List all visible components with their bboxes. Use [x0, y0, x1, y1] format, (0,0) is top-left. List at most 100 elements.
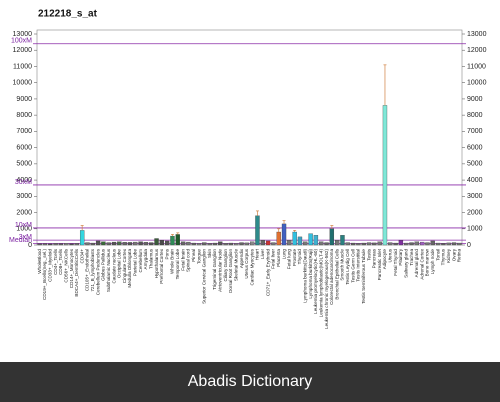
- x-tick-label: Pancreas: [372, 248, 377, 268]
- footer: Abadis Dictionary: [188, 373, 313, 390]
- x-tick-label: Cerebellum Peduncles: [95, 248, 100, 295]
- bar: [138, 241, 143, 246]
- x-tick-label: Tonsil: [435, 249, 440, 261]
- x-tick-label: Testis Seminiferous Tubule: [361, 249, 366, 304]
- y2-tick-label: 12000: [467, 47, 487, 54]
- bar: [319, 241, 324, 246]
- y-tick-label: 10000: [13, 80, 33, 87]
- x-tick-label: CD8+_Tcells: [58, 248, 63, 275]
- bar: [170, 235, 175, 246]
- x-tick-label: Prefrontal Cortex: [159, 248, 164, 283]
- y-tick-label: 11000: [13, 63, 32, 70]
- x-tick-label: Thalamus: [148, 248, 153, 269]
- bar: [345, 242, 350, 246]
- y2-tick-label: 8000: [467, 112, 483, 119]
- x-tick-label: Caudate nucleus: [111, 248, 116, 283]
- bar: [127, 242, 133, 246]
- x-tick-label: Medulla Oblongata: [127, 249, 132, 288]
- bar: [79, 230, 85, 246]
- bar: [149, 242, 154, 246]
- bar: [180, 241, 186, 246]
- x-tick-label: Liver: [260, 249, 265, 259]
- footer-bar: [0, 362, 500, 402]
- bar: [111, 241, 117, 246]
- y2-tick-label: 5000: [467, 161, 483, 168]
- bar: [419, 241, 425, 246]
- x-tick-label: Testis Leydig Cell: [345, 249, 350, 285]
- y-tick-label: 6000: [16, 144, 32, 151]
- reference-label: 3xM: [19, 234, 32, 241]
- bar: [234, 243, 239, 246]
- y2-tick-label: 10000: [467, 80, 487, 87]
- bar: [244, 242, 250, 246]
- reference-label: Median: [9, 237, 32, 244]
- x-tick-label: Retina: [457, 249, 462, 263]
- y2-tick-label: 4000: [467, 177, 483, 184]
- x-tick-label: Smooth Muscle: [340, 249, 345, 281]
- x-tick-label: Uterus: [388, 248, 393, 262]
- x-tick-label: Thymus: [441, 248, 446, 265]
- x-tick-label: Fetal Thyroid: [393, 249, 398, 276]
- bar: [106, 242, 111, 246]
- bar: [350, 242, 356, 246]
- bar: [377, 241, 382, 246]
- y2-tick-label: 1000: [467, 226, 483, 233]
- bar: [85, 242, 90, 246]
- x-tick-label: Pineal: [191, 249, 196, 262]
- x-tick-label: Pons: [164, 248, 169, 259]
- bar: [334, 239, 340, 246]
- x-tick-label: CD71+_Early Erythroid: [265, 249, 270, 297]
- x-tick-label: CD56+_NKCells: [63, 248, 68, 282]
- bar: [90, 242, 95, 246]
- y2-tick-label: 2000: [467, 209, 483, 216]
- x-tick-label: Globus Pallidus: [101, 248, 106, 281]
- x-tick-label: Adipocyte: [382, 249, 387, 270]
- x-tick-label: CD34+: [79, 249, 84, 264]
- bar: [143, 242, 149, 246]
- x-tick-label: Atrioventricular Node: [218, 249, 223, 292]
- x-tick-label: Skin: [207, 249, 212, 258]
- bar: [430, 240, 435, 246]
- bar: [239, 242, 244, 246]
- x-tick-label: Leukemia promyelocytic(HL-60): [313, 249, 318, 314]
- x-tick-label: Cingulate Cortex: [122, 248, 127, 283]
- bar: [441, 243, 446, 246]
- y2-tick-label: 13000: [467, 31, 487, 38]
- bar: [292, 231, 297, 246]
- bar: [223, 243, 228, 246]
- x-tick-label: Subthalamic Nucleus: [106, 248, 111, 292]
- bar: [186, 241, 191, 246]
- bar: [69, 243, 74, 246]
- bar: [409, 242, 414, 246]
- x-tick-label: Whole Brain: [170, 249, 175, 274]
- bar: [457, 242, 462, 246]
- y-tick-label: 5000: [16, 161, 32, 168]
- x-tick-label: Superior Cervical Ganglion: [202, 249, 207, 304]
- x-tick-label: Bone marrow: [425, 248, 430, 276]
- x-tick-label: CD4+_Tcells: [53, 248, 58, 275]
- x-tick-label: Uterus Corpus: [244, 248, 249, 278]
- bar: [324, 242, 329, 246]
- x-tick-label: Lymphoma burkitts(Daudi): [303, 249, 308, 303]
- x-tick-label: Fetal brain: [180, 249, 185, 271]
- y2-tick-label: 6000: [467, 144, 483, 151]
- x-tick-label: Colorectal adenocarcinoma: [329, 249, 334, 305]
- x-tick-label: Lymph node: [430, 249, 435, 275]
- bar: [393, 242, 398, 246]
- bar: [451, 242, 457, 246]
- bar: [388, 242, 393, 246]
- bar: [265, 240, 271, 246]
- bar: [271, 242, 276, 246]
- y-tick-label: 3000: [16, 193, 32, 200]
- x-tick-label: WholeBlood: [37, 249, 42, 274]
- x-tick-label: Parietal Lobe: [133, 249, 138, 277]
- reference-label: 100xM: [11, 38, 32, 45]
- background: [0, 0, 500, 362]
- x-tick-label: CD14+_Monocytes: [69, 248, 74, 288]
- bar: [361, 242, 366, 246]
- bar: [122, 242, 127, 246]
- bar: [95, 240, 101, 246]
- x-tick-label: Placenta: [276, 249, 281, 267]
- bar: [53, 243, 58, 246]
